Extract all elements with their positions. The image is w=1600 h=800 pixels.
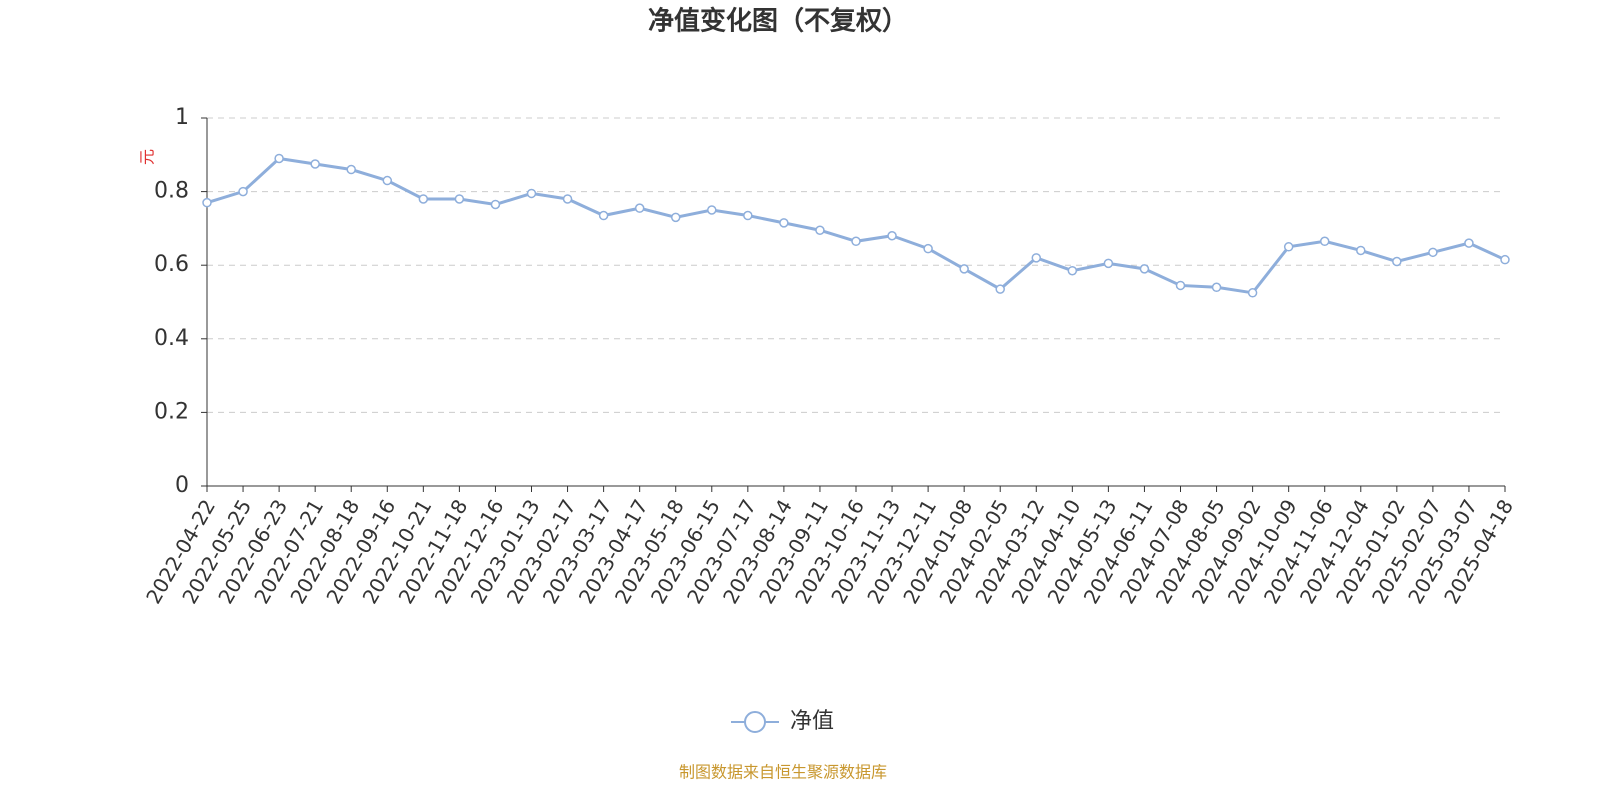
point-marker xyxy=(1247,288,1258,298)
point-marker xyxy=(670,212,681,223)
y-tick-label: 0.4 xyxy=(154,326,189,351)
point-marker xyxy=(634,203,645,213)
point-marker xyxy=(526,188,537,199)
point-marker xyxy=(1211,282,1222,293)
point-marker xyxy=(202,197,212,208)
point-marker xyxy=(1356,245,1366,256)
point-marker xyxy=(1392,256,1402,267)
y-tick-label: 0 xyxy=(175,473,189,498)
legend-label: 净值 xyxy=(790,709,834,734)
point-marker xyxy=(779,218,789,228)
point-marker xyxy=(454,194,465,204)
point-marker xyxy=(382,175,393,186)
y-tick-label: 0.6 xyxy=(154,252,189,277)
point-marker xyxy=(274,153,284,164)
point-marker xyxy=(851,236,861,247)
point-marker xyxy=(562,194,573,204)
chart-title: 净值变化图（不复权） xyxy=(648,6,908,37)
point-marker xyxy=(1031,253,1042,263)
point-marker xyxy=(490,199,501,210)
point-marker xyxy=(1500,254,1510,265)
point-marker xyxy=(310,159,320,169)
point-marker xyxy=(1139,264,1150,274)
point-marker xyxy=(923,243,933,254)
point-marker xyxy=(815,225,825,235)
point-marker xyxy=(1428,247,1438,258)
point-marker xyxy=(887,231,897,241)
y-tick-label: 0.8 xyxy=(154,179,189,204)
point-marker xyxy=(1067,265,1078,276)
point-marker xyxy=(1464,238,1474,248)
point-marker xyxy=(1175,280,1186,291)
point-marker xyxy=(707,205,717,215)
series-line xyxy=(206,156,1506,295)
y-tick-label: 1 xyxy=(175,105,189,130)
legend-marker xyxy=(744,711,766,733)
point-marker xyxy=(959,264,969,274)
y-axis-label: 元 xyxy=(138,149,157,165)
point-marker xyxy=(346,164,356,175)
point-marker xyxy=(1319,236,1330,247)
point-marker xyxy=(1103,258,1114,269)
point-marker xyxy=(418,194,429,204)
point-marker xyxy=(995,284,1005,294)
point-marker xyxy=(743,210,753,221)
source-note: 制图数据来自恒生聚源数据库 xyxy=(679,763,887,782)
point-marker xyxy=(598,210,609,221)
point-marker xyxy=(1283,242,1294,252)
point-marker xyxy=(238,186,248,197)
y-tick-label: 0.2 xyxy=(154,399,189,424)
